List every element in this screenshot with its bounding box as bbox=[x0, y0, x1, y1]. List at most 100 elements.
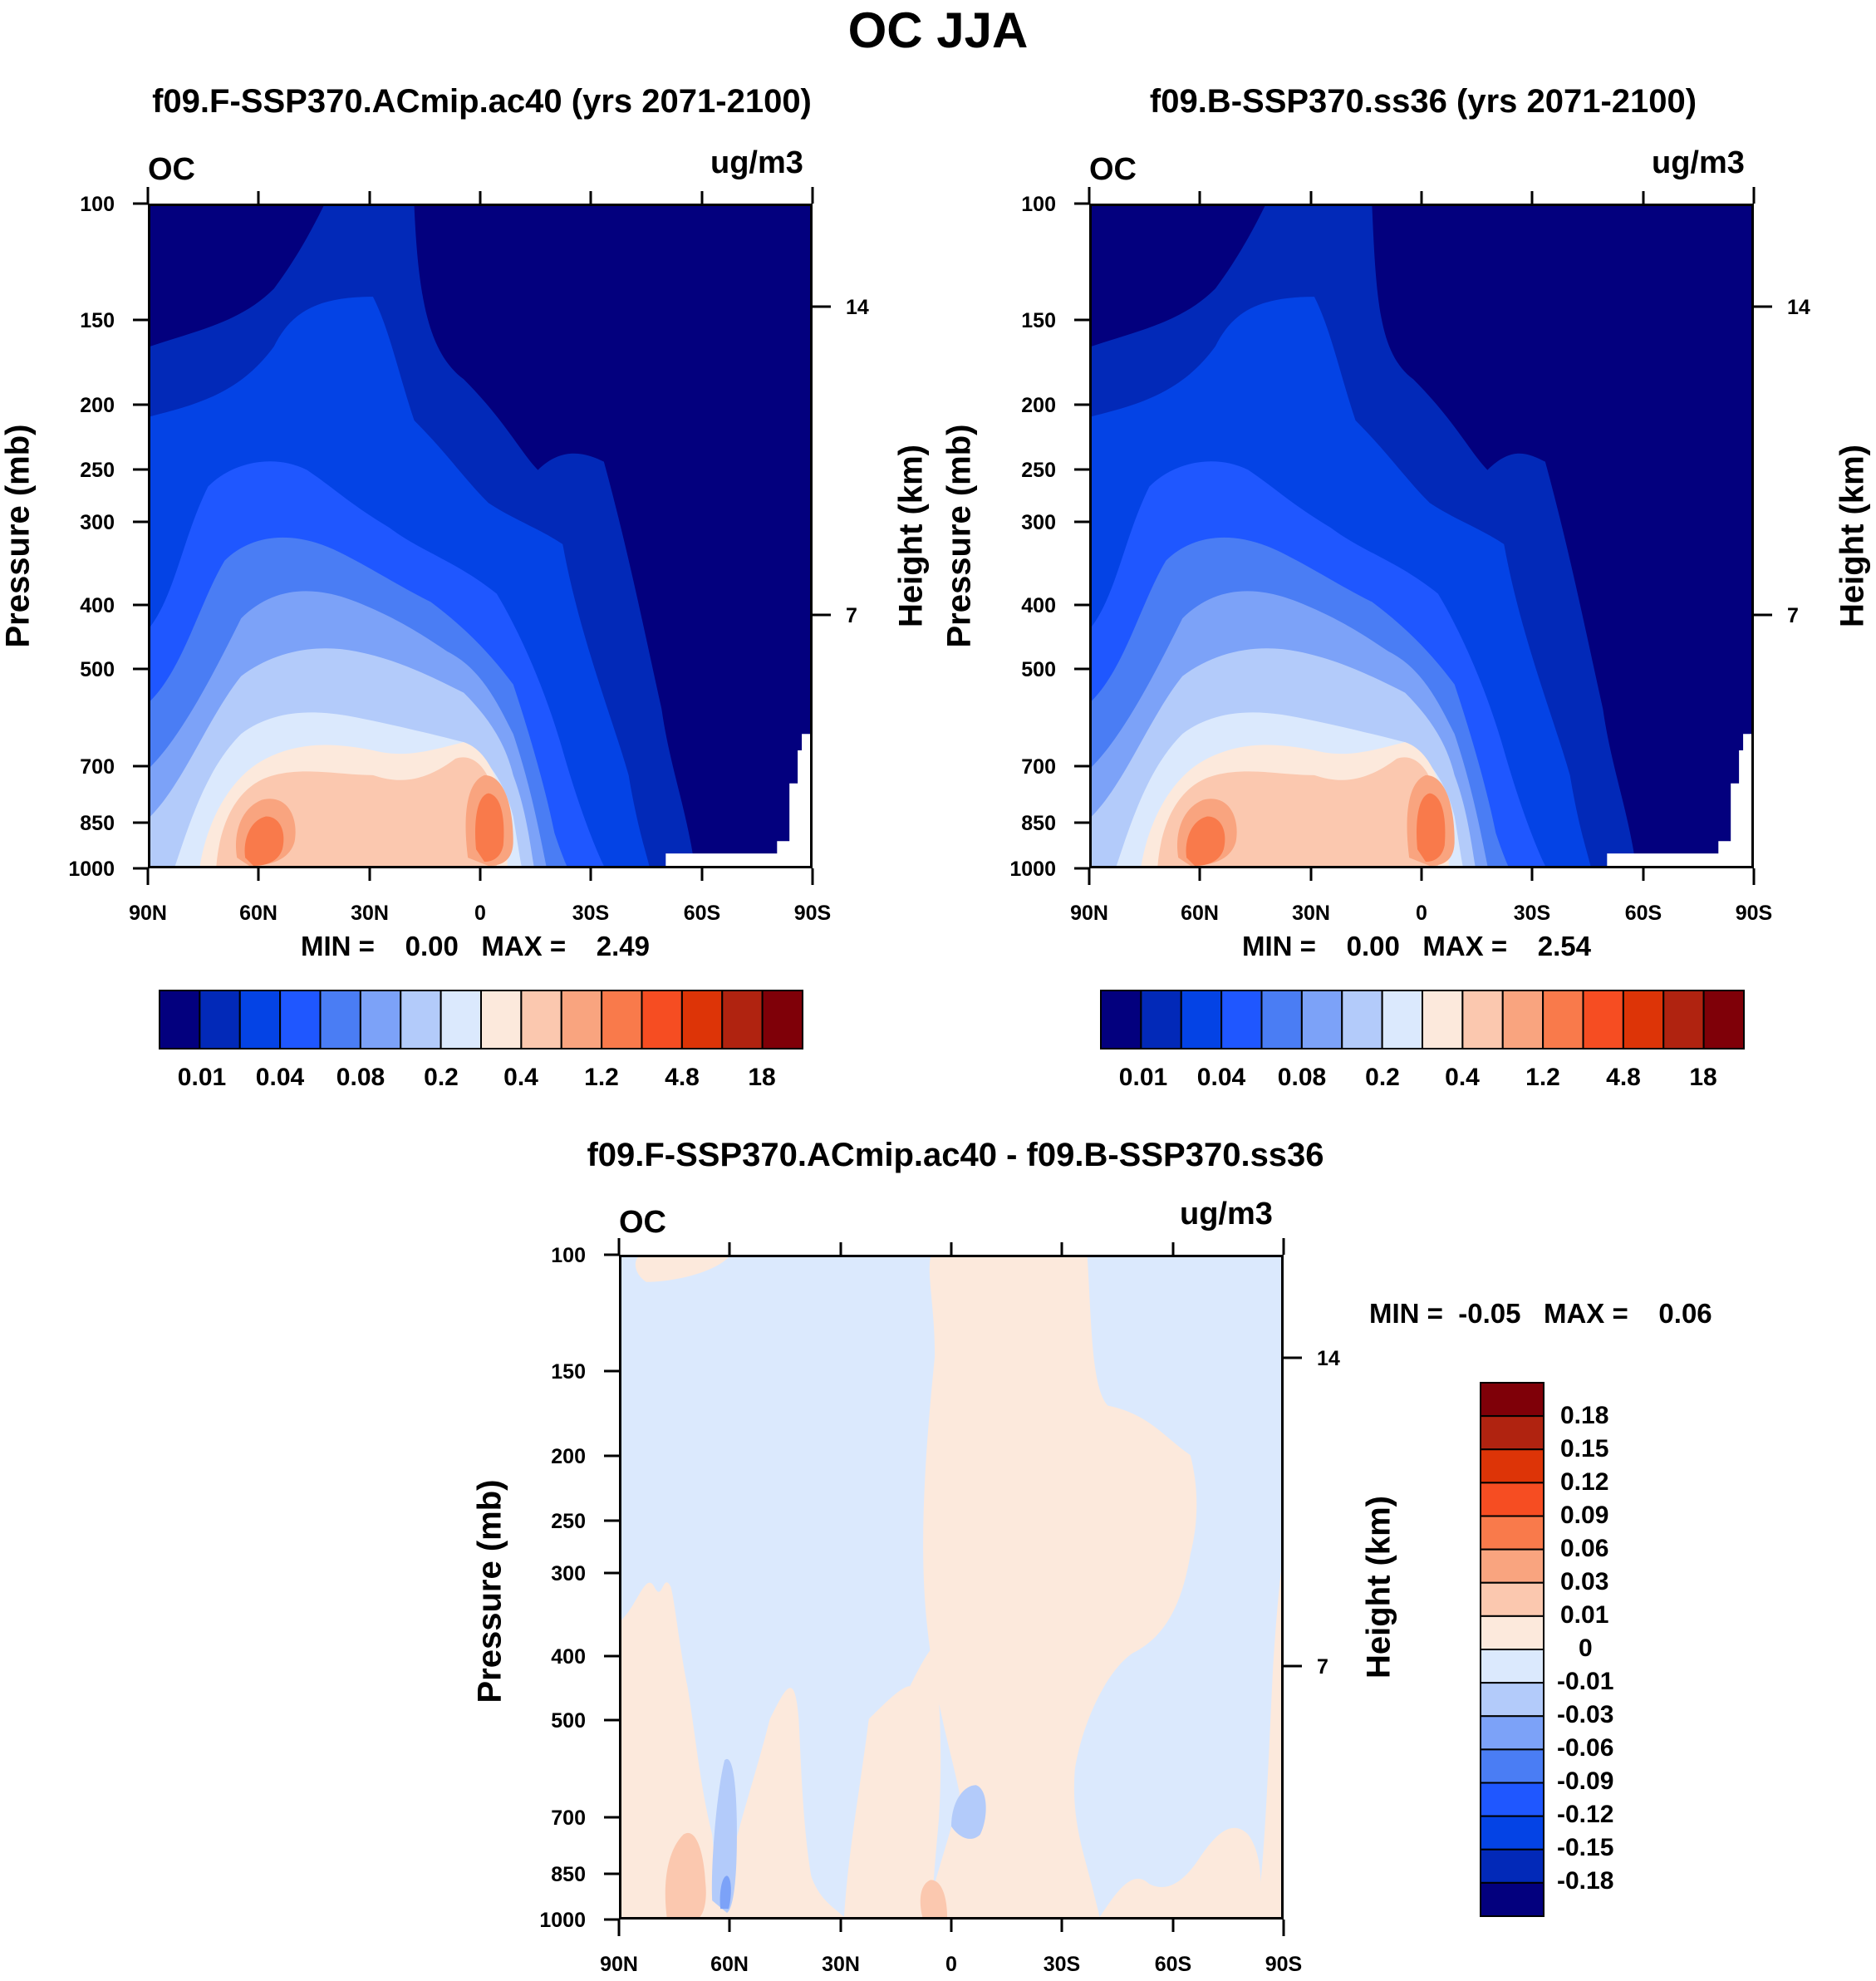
p1-ytick-500: 500 bbox=[80, 658, 115, 681]
p1-ytick-400: 400 bbox=[80, 594, 115, 617]
p3-minmax: MIN = -0.05 MAX = 0.06 bbox=[1369, 1298, 1712, 1329]
colorbar-swatch bbox=[1480, 1715, 1545, 1751]
colorbar-swatch bbox=[1381, 990, 1423, 1049]
colorbar-swatch bbox=[1341, 990, 1383, 1049]
colorbar-swatch bbox=[1180, 990, 1223, 1049]
p1-ytick-850: 850 bbox=[80, 812, 115, 835]
panel-1-title: f09.F-SSP370.ACmip.ac40 (yrs 2071-2100) bbox=[152, 83, 812, 120]
colorbar-swatch bbox=[1220, 990, 1263, 1049]
colorbar-swatch bbox=[279, 990, 322, 1049]
p3-ytick-400: 400 bbox=[551, 1645, 586, 1669]
p1-cb-label-7: 18 bbox=[748, 1064, 776, 1091]
p3-colorbar bbox=[1480, 1382, 1545, 1917]
p2-ytick-1000: 1000 bbox=[1009, 858, 1056, 881]
colorbar-swatch bbox=[1480, 1482, 1545, 1517]
p2-cb-label-2: 0.08 bbox=[1277, 1064, 1327, 1091]
p3-xtick-0: 0 bbox=[945, 1953, 957, 1976]
panel-2: f09.B-SSP370.ss36 (yrs 2071-2100) OC ug/… bbox=[941, 0, 1876, 1097]
colorbar-swatch bbox=[680, 990, 724, 1049]
p3-ytick-700: 700 bbox=[551, 1806, 586, 1830]
p1-minmax: MIN = 0.00 MAX = 2.49 bbox=[301, 931, 651, 961]
panel-2-variable: OC bbox=[1089, 152, 1137, 187]
panel-1-variable: OC bbox=[148, 152, 195, 187]
colorbar-swatch bbox=[480, 990, 523, 1049]
colorbar-swatch bbox=[1480, 1748, 1545, 1784]
p3-cb-label-5: 0.03 bbox=[1560, 1568, 1609, 1595]
colorbar-swatch bbox=[1662, 990, 1705, 1049]
colorbar-swatch bbox=[1542, 990, 1584, 1049]
p1-ytick-300: 300 bbox=[80, 511, 115, 534]
colorbar-swatch bbox=[319, 990, 361, 1049]
p3-xtick-60S: 60S bbox=[1154, 1953, 1192, 1976]
colorbar-swatch bbox=[1480, 1581, 1545, 1617]
panel-3-contour bbox=[621, 1257, 1281, 1917]
colorbar-swatch bbox=[359, 990, 402, 1049]
panel-1-units: ug/m3 bbox=[710, 145, 803, 180]
diff-pos-right-edge bbox=[1256, 1571, 1281, 1917]
colorbar-swatch bbox=[1480, 1448, 1545, 1484]
colorbar-swatch bbox=[520, 990, 562, 1049]
p1-xtick-60S: 60S bbox=[683, 902, 721, 925]
p1-xtick-60N: 60N bbox=[239, 902, 277, 925]
p3-xtick-90N: 90N bbox=[600, 1953, 638, 1976]
p3-height-7: 7 bbox=[1317, 1655, 1328, 1679]
p2-ytick-300: 300 bbox=[1021, 511, 1056, 534]
p1-cb-label-1: 0.04 bbox=[255, 1064, 305, 1091]
colorbar-swatch bbox=[1480, 1848, 1545, 1884]
p3-cb-label-2: 0.12 bbox=[1560, 1468, 1609, 1496]
p2-xtick-0: 0 bbox=[1416, 902, 1427, 925]
contour-band-11a bbox=[1186, 816, 1225, 866]
diff-neg3-left bbox=[719, 1875, 731, 1910]
p3-cb-label-10: -0.06 bbox=[1557, 1734, 1614, 1762]
p1-cb-label-0: 0.01 bbox=[177, 1064, 227, 1091]
colorbar-swatch bbox=[1480, 1615, 1545, 1650]
p2-ytick-400: 400 bbox=[1021, 594, 1056, 617]
p3-ytick-300: 300 bbox=[551, 1562, 586, 1585]
p2-cb-label-1: 0.04 bbox=[1196, 1064, 1246, 1091]
p3-cb-label-7: 0 bbox=[1579, 1634, 1593, 1662]
panel-3-title: f09.F-SSP370.ACmip.ac40 - f09.B-SSP370.s… bbox=[587, 1137, 1324, 1173]
p1-ytick-200: 200 bbox=[80, 394, 115, 417]
contour-band-11b bbox=[1417, 793, 1446, 863]
colorbar-swatch bbox=[1480, 1649, 1545, 1684]
colorbar-swatch bbox=[400, 990, 442, 1049]
panel-3-variable: OC bbox=[619, 1205, 666, 1240]
colorbar-swatch bbox=[1480, 1815, 1545, 1851]
p1-xtick-0: 0 bbox=[474, 902, 486, 925]
p3-cb-label-9: -0.03 bbox=[1557, 1701, 1614, 1728]
p3-ytick-100: 100 bbox=[551, 1244, 586, 1267]
p1-ytick-150: 150 bbox=[80, 309, 115, 332]
p3-cb-label-12: -0.12 bbox=[1557, 1801, 1614, 1828]
p2-xtick-90S: 90S bbox=[1735, 902, 1773, 925]
p3-pressure-title: Pressure (mb) bbox=[471, 1479, 508, 1703]
p2-height-7: 7 bbox=[1787, 604, 1799, 627]
diff-pos2-center bbox=[920, 1880, 948, 1917]
colorbar-swatch bbox=[761, 990, 803, 1049]
p2-xtick-90N: 90N bbox=[1070, 902, 1108, 925]
panel-2-plot-area bbox=[1089, 204, 1754, 868]
p3-ytick-1000: 1000 bbox=[539, 1909, 586, 1932]
colorbar-swatch bbox=[1140, 990, 1182, 1049]
p3-ytick-850: 850 bbox=[551, 1863, 586, 1886]
p3-cb-label-8: -0.01 bbox=[1557, 1668, 1614, 1695]
p1-xtick-30N: 30N bbox=[351, 902, 389, 925]
colorbar-swatch bbox=[1501, 990, 1545, 1049]
p1-ytick-250: 250 bbox=[80, 459, 115, 482]
colorbar-swatch bbox=[199, 990, 241, 1049]
contour-band-11b bbox=[474, 793, 504, 863]
p2-cb-label-5: 1.2 bbox=[1525, 1064, 1560, 1091]
colorbar-swatch bbox=[1480, 1881, 1545, 1917]
p2-ytick-850: 850 bbox=[1021, 812, 1056, 835]
p3-cb-label-3: 0.09 bbox=[1560, 1502, 1609, 1529]
diff-pos-left-column bbox=[621, 1582, 729, 1917]
p2-ytick-250: 250 bbox=[1021, 459, 1056, 482]
panel-3-ticks bbox=[604, 1238, 1302, 1936]
p3-cb-label-13: -0.15 bbox=[1557, 1834, 1614, 1861]
p1-cb-label-4: 0.4 bbox=[503, 1064, 538, 1091]
p1-cb-label-3: 0.2 bbox=[424, 1064, 459, 1091]
panel-2-title: f09.B-SSP370.ss36 (yrs 2071-2100) bbox=[1149, 83, 1697, 120]
p2-xtick-30N: 30N bbox=[1292, 902, 1330, 925]
p2-ytick-500: 500 bbox=[1021, 658, 1056, 681]
p2-pressure-title: Pressure (mb) bbox=[940, 424, 978, 648]
colorbar-swatch bbox=[1480, 1682, 1545, 1718]
